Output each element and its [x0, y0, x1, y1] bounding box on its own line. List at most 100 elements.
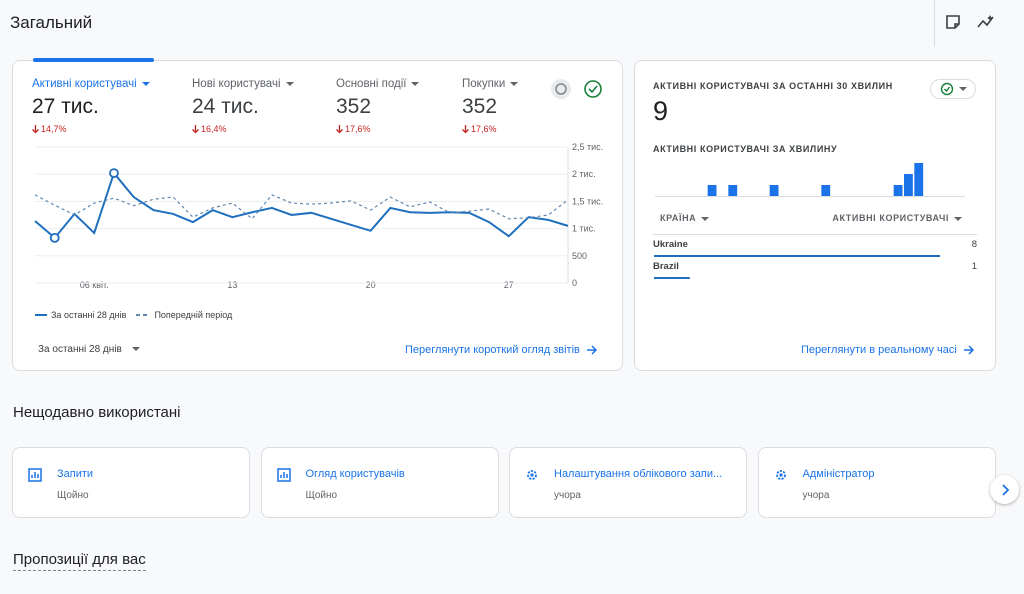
realtime-link[interactable]: Переглянути в реальному часі [801, 344, 975, 356]
bar [904, 174, 913, 196]
card-subtitle: учора [802, 490, 830, 501]
legend-swatch [35, 314, 47, 316]
legend: За останні 28 днів Попередній період [35, 310, 232, 320]
page-title: Загальний [10, 13, 93, 32]
metric[interactable]: Нові користувачі 24 тис. 16,4% [192, 78, 294, 134]
series-line [34, 171, 569, 240]
y-tick-label: 0 [572, 278, 577, 288]
y-tick-label: 2 тис. [572, 169, 596, 179]
metric-label: Нові користувачі [192, 78, 294, 90]
highlight-point [109, 168, 119, 179]
reports-link[interactable]: Переглянути короткий огляд звітів [405, 344, 598, 356]
recent-card[interactable]: Налаштування облікового запи... учора [509, 447, 747, 518]
card-icon [28, 468, 42, 482]
metric-value: 27 тис. [32, 95, 99, 118]
highlight-point [49, 232, 60, 243]
down-arrow [336, 124, 343, 133]
x-tick-label: 06 квіт. [79, 280, 109, 290]
country: Ukraine [653, 239, 688, 250]
metric-label: Основні події [336, 78, 420, 90]
header-text: КРАЇНА [660, 213, 697, 223]
card-icon [527, 470, 537, 480]
users: 1 [971, 261, 977, 272]
bar [893, 185, 903, 196]
dropdown-arrow [411, 81, 420, 86]
label-text: Активні користувачі [32, 78, 137, 90]
y-tick-label: 500 [572, 251, 587, 261]
recent-card[interactable]: Запити Щойно [12, 447, 250, 518]
date-range-select[interactable]: За останні 28 днів [38, 344, 140, 355]
chevron-icon [1001, 483, 1009, 496]
metric-value: 24 тис. [192, 95, 259, 118]
label-text: Основні події [336, 78, 407, 90]
label-text: Нові користувачі [192, 78, 281, 90]
card-subtitle: Щойно [305, 490, 338, 501]
recent-card[interactable]: Огляд користувачів Щойно [260, 447, 499, 518]
header-text: АКТИВНІ КОРИСТУВАЧІ [832, 213, 949, 223]
metric-label: Покупки [462, 78, 519, 90]
country-bar [654, 277, 690, 279]
bar [769, 185, 779, 196]
compare-icon[interactable] [550, 78, 572, 100]
realtime-card [634, 60, 996, 371]
table-header: АКТИВНІ КОРИСТУВАЧІ [832, 213, 962, 223]
bar [821, 185, 831, 196]
arrow-icon [963, 345, 974, 355]
realtime-value: 9 [653, 96, 669, 126]
metric[interactable]: Активні користувачі 27 тис. 14,7% [32, 78, 150, 134]
metric-change: 14,7% [32, 124, 150, 134]
status-select[interactable] [930, 79, 976, 99]
metric-change: 17,6% [462, 124, 518, 134]
bar [707, 185, 717, 196]
change-text: 17,6% [345, 124, 371, 134]
card-title: Налаштування облікового запи... [554, 468, 723, 480]
card-subtitle: учора [554, 490, 581, 501]
dropdown-arrow [285, 81, 294, 86]
x-tick-label: 27 [503, 280, 514, 290]
metric[interactable]: Покупки 352 17,6% [462, 78, 519, 134]
down-arrow [192, 124, 199, 133]
card-title: Огляд користувачів [305, 468, 405, 480]
status-icon [940, 82, 953, 96]
country: Brazil [653, 261, 679, 272]
link-text: Переглянути в реальному часі [801, 344, 957, 356]
card-icon [775, 470, 786, 480]
metric-value: 352 [336, 95, 372, 118]
card-title: Адміністратор [802, 468, 875, 480]
metric-change: 16,4% [192, 124, 294, 134]
country-bar [654, 255, 940, 257]
change-text: 16,4% [201, 124, 227, 134]
insights-icon[interactable] [976, 13, 996, 31]
legend-label: За останні 28 днів [51, 310, 127, 320]
note-icon[interactable] [944, 13, 962, 31]
next-button[interactable] [990, 475, 1019, 504]
section-title: Пропозиції для вас [13, 551, 146, 571]
x-tick-label: 20 [365, 280, 376, 290]
status-icon[interactable] [582, 78, 604, 100]
metric-value: 352 [462, 95, 498, 118]
card-icon [276, 468, 291, 482]
legend-label: Попередній період [154, 310, 233, 320]
recent-card[interactable]: Адміністратор учора [757, 447, 996, 518]
table-rule [653, 234, 977, 235]
y-tick-label: 1 тис. [572, 224, 596, 234]
bar [914, 163, 924, 196]
metric-label: Активні користувачі [32, 78, 150, 90]
metric-change: 17,6% [336, 124, 419, 134]
x-tick-label: 13 [227, 280, 238, 290]
realtime-title: АКТИВНІ КОРИСТУВАЧІ ЗА ОСТАННІ 30 ХВИЛИН [653, 81, 893, 91]
dropdown-arrow [141, 81, 150, 86]
tab-indicator [33, 58, 154, 62]
bar-chart-title: АКТИВНІ КОРИСТУВАЧІ ЗА ХВИЛИНУ [653, 144, 838, 154]
link-text: Переглянути короткий огляд звітів [405, 344, 580, 356]
y-tick-label: 1,5 тис. [572, 196, 603, 206]
y-tick-label: 2,5 тис. [572, 142, 603, 152]
series-line [34, 194, 569, 220]
card-subtitle: Щойно [57, 490, 89, 501]
legend-swatch [136, 314, 151, 316]
down-arrow [32, 124, 39, 133]
metric[interactable]: Основні події 352 17,6% [336, 78, 420, 134]
down-arrow [462, 124, 469, 133]
dropdown-arrow [510, 81, 519, 86]
